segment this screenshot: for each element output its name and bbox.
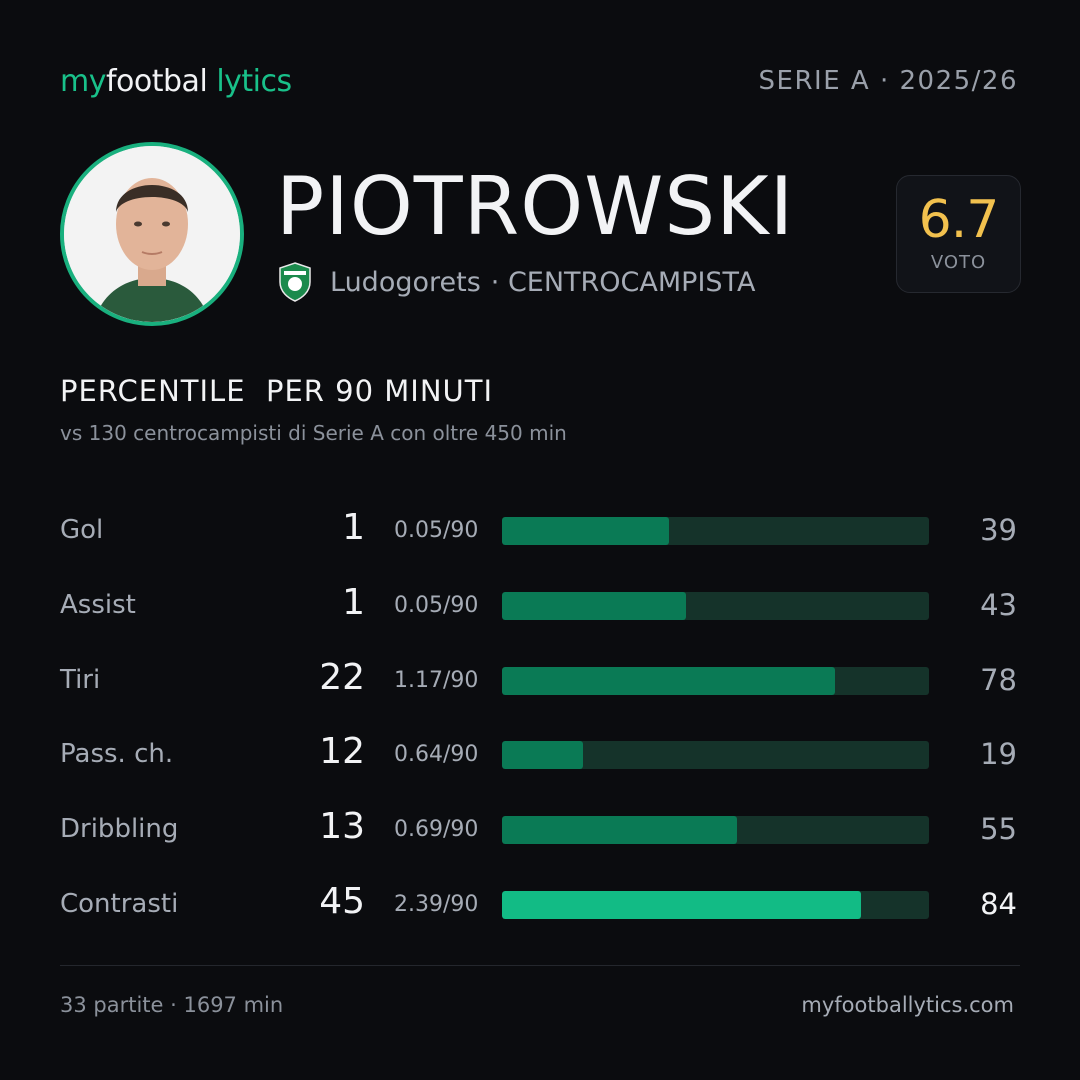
- stat-total: 1: [342, 581, 365, 623]
- bar-track: [502, 666, 929, 695]
- footer-right: myfootballytics.com: [801, 993, 1014, 1017]
- stat-percentile: 39: [980, 513, 1017, 547]
- bar-track: [502, 591, 929, 620]
- club: Ludogorets: [330, 266, 481, 298]
- bar: [502, 591, 686, 620]
- stat-total: 12: [319, 731, 365, 773]
- bar-track: [502, 816, 929, 845]
- divider: [60, 965, 1020, 966]
- stat-total: 45: [319, 881, 365, 922]
- bar: [502, 816, 737, 845]
- stat-row: Contrasti 45 2.39/90 84: [0, 875, 1080, 935]
- stat-per90: 0.69/90: [394, 817, 479, 843]
- rating-box: 6.7 VOTO: [896, 175, 1021, 293]
- bar-track: [502, 891, 929, 919]
- brand-part: footbal: [105, 64, 208, 99]
- stat-label: Tiri: [60, 664, 101, 695]
- stat-total: 22: [319, 656, 365, 698]
- bar-track: [502, 517, 929, 545]
- stat-row: Assist 1 0.05/90 43: [0, 576, 1080, 636]
- section-subtitle: vs 130 centrocampisti di Serie A con olt…: [60, 421, 567, 445]
- stat-row: Tiri 22 1.17/90 78: [0, 651, 1080, 711]
- stat-per90: 1.17/90: [394, 667, 479, 693]
- player-photo: [60, 142, 244, 326]
- bar: [502, 891, 861, 919]
- club-logo: [279, 262, 311, 302]
- bar-track: [502, 741, 929, 770]
- stat-percentile: 84: [980, 887, 1017, 921]
- photo-placeholder: [64, 146, 240, 322]
- club-row: Ludogorets · CENTROCAMPISTA: [278, 262, 755, 302]
- stat-label: Gol: [60, 515, 104, 545]
- stat-row: Dribbling 13 0.69/90 55: [0, 800, 1080, 860]
- stat-total: 1: [342, 507, 365, 548]
- rating-label: VOTO: [930, 252, 987, 273]
- bar: [502, 517, 669, 545]
- stat-percentile: 78: [980, 662, 1017, 697]
- section-title: PERCENTILE PER 90 MINUTI: [60, 374, 494, 408]
- stat-label: Dribbling: [60, 814, 179, 845]
- player-name: PIOTROWSKI: [276, 160, 795, 253]
- footer-left: 33 partite · 1697 min: [60, 993, 284, 1017]
- stat-row: Gol 1 0.05/90 39: [0, 501, 1080, 561]
- brand-part: my: [60, 64, 106, 99]
- role: · CENTROCAMPISTA: [490, 266, 756, 298]
- league: SERIE A · 2025/26: [758, 66, 1018, 96]
- stat-total: 13: [319, 806, 365, 848]
- stat-per90: 0.05/90: [394, 518, 479, 543]
- stat-label: Pass. ch.: [60, 739, 174, 770]
- brand-part: lytics: [216, 64, 292, 99]
- stat-label: Contrasti: [60, 889, 179, 919]
- rating: 6.7: [918, 190, 1000, 250]
- stat-label: Assist: [60, 589, 136, 620]
- stat-percentile: 43: [980, 587, 1017, 622]
- stat-per90: 0.05/90: [394, 592, 479, 618]
- stat-row: Pass. ch. 12 0.64/90 19: [0, 725, 1080, 785]
- brand: myfootbal lytics: [60, 64, 292, 99]
- stat-percentile: 55: [980, 812, 1017, 847]
- bar: [502, 666, 836, 695]
- stat-percentile: 19: [980, 737, 1017, 772]
- stat-per90: 2.39/90: [394, 892, 479, 917]
- bar: [502, 741, 584, 770]
- stat-per90: 0.64/90: [394, 742, 479, 768]
